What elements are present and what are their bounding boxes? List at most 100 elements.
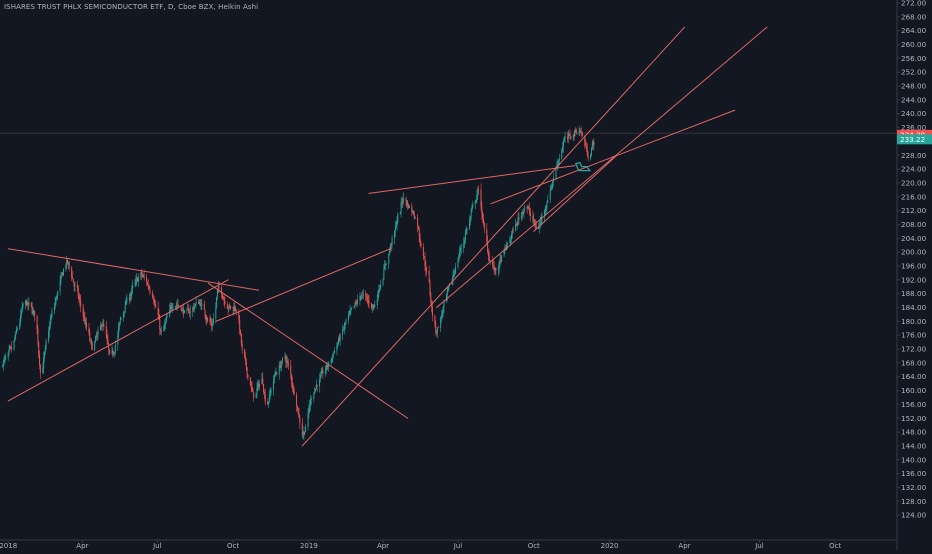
candle-body: [550, 188, 552, 191]
candle-body: [465, 230, 467, 234]
candle-body: [418, 228, 420, 238]
candle-body: [517, 217, 519, 222]
candle-body: [264, 393, 266, 403]
candle-body: [431, 306, 433, 316]
candle-body: [448, 284, 450, 288]
candle-body: [389, 244, 391, 251]
candle-body: [240, 333, 242, 344]
candle-body: [113, 353, 115, 355]
candle-body: [437, 327, 439, 329]
candle-body: [176, 305, 178, 306]
candle-body: [48, 327, 50, 332]
trendline[interactable]: [533, 154, 618, 232]
candle-body: [469, 217, 471, 221]
time-tick-label: 2019: [300, 542, 318, 550]
candle-body: [374, 304, 376, 307]
candle-body: [476, 195, 478, 201]
candle-body: [212, 318, 214, 325]
candle-body: [389, 250, 391, 254]
candle-body: [284, 356, 286, 359]
candle-body: [557, 160, 559, 164]
price-tick-label: 228.00: [901, 151, 927, 160]
candle-body: [62, 269, 64, 276]
candle-body: [249, 377, 251, 386]
trendline[interactable]: [207, 282, 409, 419]
candle-body: [165, 317, 167, 323]
candle-body: [102, 324, 104, 327]
candle-body: [552, 180, 554, 184]
candle-body: [370, 303, 372, 308]
candle-body: [385, 263, 387, 265]
candle-body: [470, 211, 472, 218]
trendline[interactable]: [215, 248, 391, 322]
candle-body: [274, 374, 276, 376]
candle-body: [25, 300, 27, 305]
candle-body: [77, 288, 79, 297]
price-tick-label: 272.00: [901, 0, 927, 8]
candle-body: [72, 278, 74, 283]
candle-body: [440, 315, 442, 318]
candle-body: [574, 129, 576, 137]
candle-body: [137, 277, 139, 282]
candle-body: [407, 204, 409, 206]
marker-layer: [574, 161, 592, 172]
candle-body: [222, 298, 224, 300]
candle-body: [330, 360, 332, 363]
time-tick-label: Apr: [76, 542, 88, 550]
candle-body: [89, 332, 91, 341]
price-tick-label: 220.00: [901, 178, 927, 187]
trendline[interactable]: [436, 26, 768, 309]
candle-body: [26, 302, 28, 306]
candle-body: [430, 293, 432, 303]
candle-body: [383, 269, 385, 280]
trendline[interactable]: [301, 26, 685, 447]
candle-body: [39, 364, 41, 374]
candle-body: [57, 291, 59, 297]
candle-body: [250, 385, 252, 387]
candle-body: [549, 190, 551, 200]
candle-body: [268, 401, 270, 405]
candle-body: [296, 394, 298, 406]
candle-body: [286, 360, 288, 363]
candle-body: [320, 373, 322, 377]
trendline[interactable]: [7, 279, 229, 402]
trendline[interactable]: [368, 165, 576, 194]
candle-body: [586, 148, 588, 156]
candle-body: [180, 306, 182, 311]
candle-body: [30, 302, 32, 306]
candle-body: [382, 279, 384, 285]
candle-body: [43, 352, 45, 358]
trendline[interactable]: [490, 109, 736, 205]
candle-body: [124, 304, 126, 312]
time-tick-label: Oct: [227, 542, 239, 550]
candle-body: [534, 219, 536, 224]
candle-body: [37, 328, 39, 343]
candle-body: [232, 306, 234, 309]
drawing-marker[interactable]: [574, 161, 592, 172]
price-badge-bg: [897, 134, 932, 145]
candle-body: [348, 313, 350, 315]
candle-body: [251, 386, 253, 390]
price-tick-label: 224.00: [901, 165, 927, 174]
candle-body: [378, 290, 380, 292]
candle-body: [394, 226, 396, 231]
price-axis[interactable]: 124.00 128.00 132.00 136.00 140.00 144.00 148.…: [896, 0, 932, 550]
candle-body: [579, 130, 581, 132]
candle-body: [371, 304, 373, 308]
trendline[interactable]: [7, 248, 260, 291]
candle-body: [184, 311, 186, 314]
candle-body: [170, 305, 172, 309]
candle-body: [497, 269, 499, 271]
candle-body: [112, 350, 114, 355]
candle-body: [83, 315, 85, 317]
candle-body: [73, 282, 75, 287]
candle-body: [567, 136, 569, 139]
candle-body: [494, 267, 496, 271]
candle-body: [366, 295, 368, 298]
candle-body: [477, 188, 479, 196]
candle-body: [216, 288, 218, 297]
candle-body: [319, 379, 321, 387]
candle-body: [355, 302, 357, 304]
time-axis[interactable]: 2018 Apr Jul Oct 2019 Apr Jul Oct 2020 Apr Jul Oct: [0, 539, 897, 550]
